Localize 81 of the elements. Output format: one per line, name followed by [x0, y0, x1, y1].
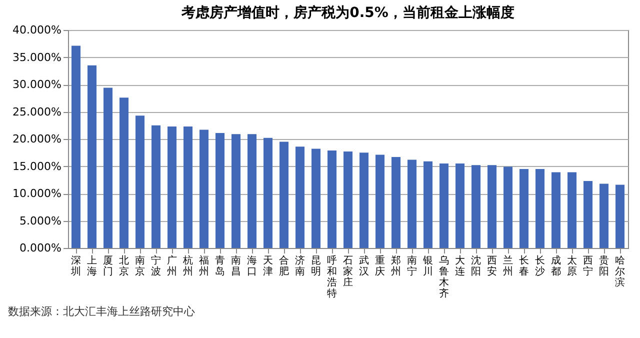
x-tick-label: 上海 — [87, 254, 97, 278]
bar — [328, 150, 336, 248]
x-tick-label: 南宁 — [407, 254, 417, 278]
x-tick-label: 大连 — [455, 254, 465, 278]
x-tick-label: 乌鲁木齐 — [439, 254, 449, 300]
x-tick-label: 呼和浩特 — [327, 254, 337, 300]
x-tick-label: 杭州 — [182, 254, 193, 278]
bar — [248, 134, 256, 248]
x-tick-label: 天津 — [263, 256, 273, 278]
x-tick-label: 贵阳 — [599, 254, 609, 278]
bar — [392, 156, 400, 248]
x-tick-label: 深圳 — [70, 254, 81, 278]
x-tick-label: 南昌 — [231, 254, 241, 278]
chart-title: 考虑房产增值时，房产税为0.5%，当前租金上涨幅度 — [180, 4, 514, 21]
bar — [104, 88, 112, 248]
bar — [440, 164, 448, 248]
x-tick-label: 石家庄 — [343, 256, 353, 288]
bar — [536, 168, 544, 248]
x-tick-label: 西宁 — [583, 256, 593, 278]
bar — [456, 164, 464, 248]
bar — [200, 130, 208, 248]
x-tick-label: 郑州 — [391, 254, 401, 278]
y-tick-label: 30.000% — [12, 78, 62, 91]
bar — [312, 148, 320, 248]
bar — [168, 126, 176, 248]
bar — [296, 146, 304, 248]
x-tick-label: 昆明 — [311, 256, 321, 278]
bar — [72, 46, 80, 248]
bar — [360, 152, 368, 248]
y-tick-label: 35.000% — [12, 50, 62, 64]
x-tick-label: 南京 — [135, 254, 145, 278]
bar — [136, 116, 144, 248]
bar — [88, 65, 96, 248]
x-tick-label: 济南 — [295, 254, 305, 278]
bar — [616, 184, 624, 248]
x-tick-label: 重庆 — [375, 254, 385, 278]
bar — [184, 126, 192, 248]
bar — [120, 98, 128, 248]
x-tick-label: 哈尔滨 — [615, 254, 625, 288]
x-tick-label: 兰州 — [503, 254, 513, 278]
x-tick-label: 沈阳 — [471, 254, 481, 278]
x-tick-label: 长春 — [519, 254, 529, 278]
bar — [424, 161, 432, 248]
x-tick-label: 厦门 — [103, 256, 113, 278]
bar — [344, 152, 352, 248]
y-tick-label: 25.000% — [12, 105, 62, 118]
y-tick-label: 20.000% — [12, 132, 62, 146]
bar — [504, 166, 512, 248]
y-tick-label: 15.000% — [12, 160, 62, 173]
x-tick-label: 福州 — [199, 254, 209, 278]
x-tick-label: 成都 — [551, 254, 561, 278]
bar — [568, 172, 576, 248]
bar — [376, 154, 384, 248]
x-tick-label: 海口 — [247, 254, 257, 278]
x-tick-label: 合肥 — [279, 254, 289, 278]
y-tick-label: 40.000% — [12, 24, 62, 36]
bar — [216, 133, 224, 248]
bar — [488, 165, 496, 248]
bar — [600, 184, 608, 248]
bar — [552, 172, 560, 248]
y-tick-label: 10.000% — [12, 187, 62, 200]
bar — [408, 160, 416, 248]
bar — [264, 138, 272, 248]
x-tick-label: 太原 — [567, 254, 577, 278]
x-tick-label: 西安 — [487, 256, 497, 278]
bar — [584, 180, 592, 248]
x-tick-label: 武汉 — [359, 254, 369, 278]
x-tick-label: 青岛 — [215, 254, 225, 278]
bar — [472, 165, 480, 248]
source-note: 数据来源：北大汇丰海上丝路研究中心 — [8, 305, 195, 318]
bar — [232, 134, 240, 248]
bar — [280, 142, 288, 248]
y-tick-label: 0.000% — [20, 242, 62, 254]
bar — [520, 168, 528, 248]
y-tick-label: 5.000% — [20, 214, 62, 228]
x-tick-label: 银川 — [422, 256, 433, 278]
x-tick-label: 广州 — [167, 254, 177, 278]
bar — [152, 125, 160, 248]
x-tick-label: 长沙 — [535, 254, 545, 278]
x-tick-label: 宁波 — [151, 254, 161, 278]
x-tick-label: 北京 — [119, 254, 129, 278]
